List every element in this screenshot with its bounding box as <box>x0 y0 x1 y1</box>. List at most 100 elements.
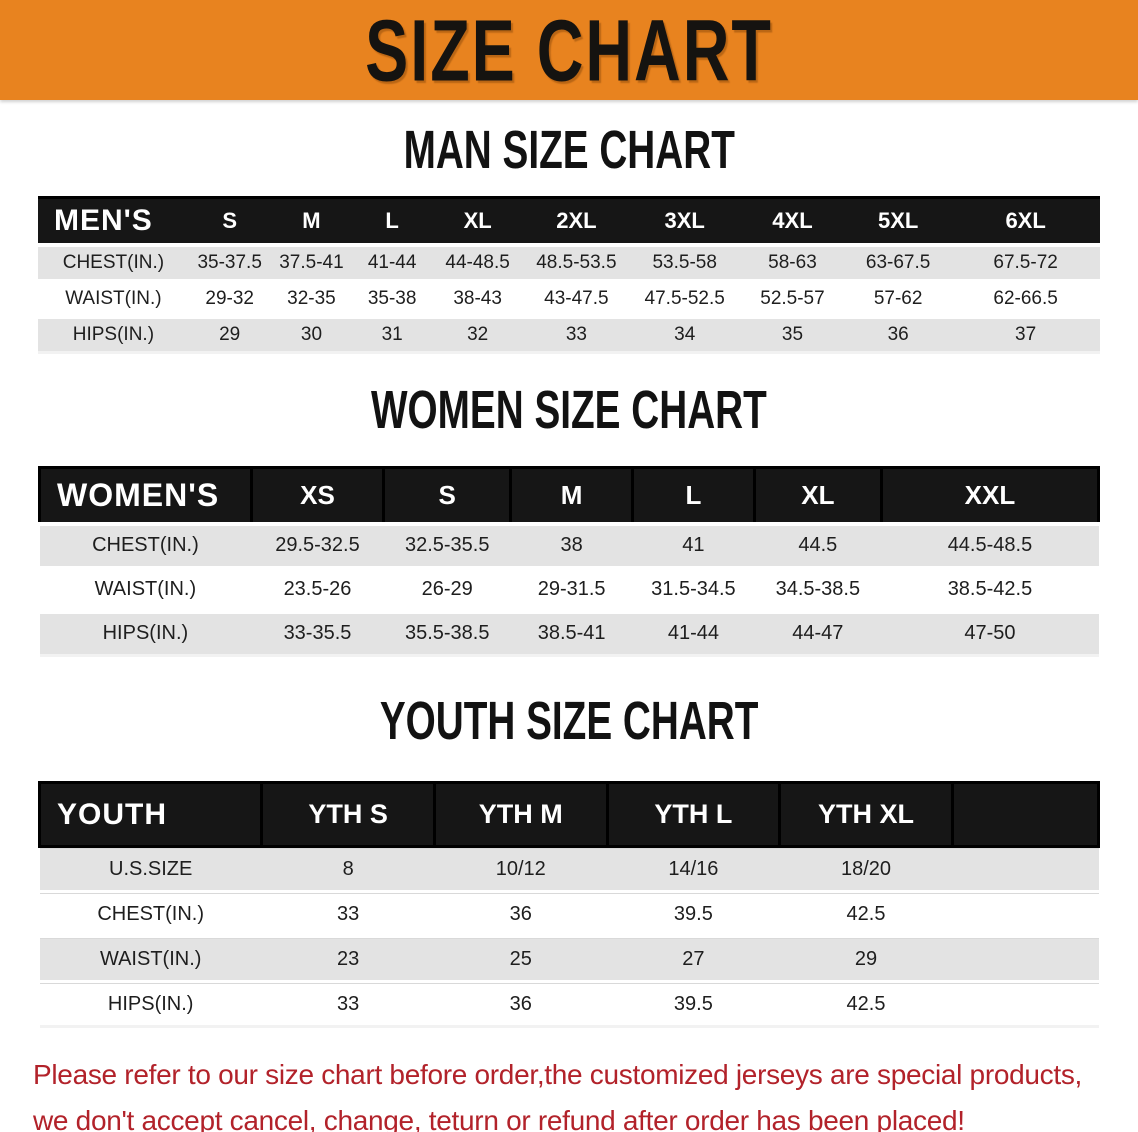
table-row: HIPS(IN.) 29 30 31 32 33 34 35 36 37 <box>38 314 1100 354</box>
size-value-cell: 42.5 <box>779 890 953 937</box>
size-value-cell: 36 <box>434 890 608 937</box>
table-row: WAIST(IN.) 23 25 27 29 <box>39 935 1099 982</box>
column-header-cell: M <box>509 466 635 525</box>
size-value-cell: 32.5-35.5 <box>383 521 511 568</box>
column-header-cell: 2XL <box>523 196 630 246</box>
column-header-cell: XXL <box>879 466 1101 525</box>
row-label-cell: WAIST(IN.) <box>38 278 189 317</box>
size-value-cell: 35-37.5 <box>188 242 271 281</box>
column-header-cell: XS <box>249 466 386 525</box>
column-header-cell: 4XL <box>739 196 846 246</box>
size-value-cell: 29-31.5 <box>510 565 633 612</box>
size-value-cell: 29 <box>188 314 271 354</box>
size-value-cell: 32 <box>431 314 524 354</box>
column-header-cell: M <box>270 196 353 246</box>
row-label-cell: WAIST(IN.) <box>39 935 262 982</box>
size-value-cell: 34 <box>629 314 740 354</box>
column-header-cell: 6XL <box>951 196 1100 246</box>
size-value-cell: 18/20 <box>779 845 953 892</box>
size-value-cell: 32-35 <box>270 278 353 317</box>
mens-table-body: CHEST(IN.) 35-37.5 37.5-41 41-44 44-48.5 48.5… <box>38 242 1100 354</box>
column-header-cell: L <box>352 196 432 246</box>
womens-table-body: CHEST(IN.) 29.5-32.5 32.5-35.5 38 41 44.5 44.5… <box>39 521 1099 657</box>
size-value-cell: 38.5-42.5 <box>881 565 1099 612</box>
size-value-cell: 33 <box>261 980 435 1028</box>
size-value-cell: 44.5-48.5 <box>881 521 1099 568</box>
table-row: HIPS(IN.) 33 36 39.5 42.5 <box>39 980 1099 1028</box>
size-value-cell: 43-47.5 <box>523 278 630 317</box>
size-value-cell: 26-29 <box>383 565 511 612</box>
size-value-cell: 37 <box>951 314 1100 354</box>
youth-table-header: YOUTH YTH S YTH M YTH L YTH XL <box>37 781 1101 848</box>
size-value-cell: 23 <box>261 935 435 982</box>
size-value-cell: 44.5 <box>754 521 882 568</box>
size-value-cell: 41-44 <box>632 609 755 657</box>
youth-size-table: YOUTH YTH S YTH M YTH L YTH XL U.S.SIZE 8 10/1… <box>37 781 1101 1028</box>
filler-cell <box>952 980 1099 1028</box>
row-label-cell: WAIST(IN.) <box>39 565 252 612</box>
size-value-cell: 23.5-26 <box>251 565 384 612</box>
size-value-cell: 10/12 <box>434 845 608 892</box>
row-label-cell: HIPS(IN.) <box>39 980 262 1028</box>
womens-size-table: WOMEN'S XS S M L XL XXL CHEST(IN.) 29.5-32.5 32.… <box>38 466 1101 657</box>
size-value-cell: 42.5 <box>779 980 953 1028</box>
table-row: CHEST(IN.) 35-37.5 37.5-41 41-44 44-48.5 48.5… <box>38 242 1100 281</box>
size-value-cell: 53.5-58 <box>629 242 740 281</box>
mens-table-header: MEN'S S M L XL 2XL 3XL 4XL 5XL 6XL <box>38 196 1100 246</box>
size-value-cell: 8 <box>261 845 435 892</box>
size-value-cell: 33-35.5 <box>251 609 384 657</box>
column-header-cell: YTH S <box>260 781 436 848</box>
table-row: WAIST(IN.) 23.5-26 26-29 29-31.5 31.5-34.5 34… <box>39 565 1099 612</box>
women-section-heading: WOMEN SIZE CHART <box>371 380 767 441</box>
header-row: WOMEN'S XS S M L XL XXL <box>38 466 1101 525</box>
man-section-heading: MAN SIZE CHART <box>403 120 735 181</box>
size-value-cell: 36 <box>845 314 952 354</box>
size-value-cell: 27 <box>607 935 780 982</box>
table-title-cell: WOMEN'S <box>38 466 253 525</box>
size-value-cell: 44-48.5 <box>431 242 524 281</box>
size-value-cell: 29-32 <box>188 278 271 317</box>
size-value-cell: 62-66.5 <box>951 278 1100 317</box>
row-label-cell: HIPS(IN.) <box>38 314 189 354</box>
row-label-cell: CHEST(IN.) <box>39 521 252 568</box>
size-value-cell: 31 <box>352 314 432 354</box>
column-header-cell: L <box>631 466 756 525</box>
table-title-cell: YOUTH <box>37 781 264 848</box>
column-header-cell: XL <box>752 466 883 525</box>
size-value-cell: 38 <box>510 521 633 568</box>
size-value-cell: 29.5-32.5 <box>251 521 384 568</box>
row-label-cell: CHEST(IN.) <box>38 242 189 281</box>
column-header-cell: YTH M <box>432 781 609 848</box>
size-chart-banner: SIZE CHART <box>0 0 1138 100</box>
size-value-cell: 35-38 <box>352 278 432 317</box>
mens-size-table: MEN'S S M L XL 2XL 3XL 4XL 5XL 6XL CHEST(IN.) 35-3… <box>38 196 1100 354</box>
size-value-cell: 67.5-72 <box>951 242 1100 281</box>
column-header-cell: 3XL <box>629 196 740 246</box>
size-value-cell: 33 <box>523 314 630 354</box>
youth-section-heading: YOUTH SIZE CHART <box>379 691 759 752</box>
filler-cell <box>952 845 1099 892</box>
size-value-cell: 47.5-52.5 <box>629 278 740 317</box>
womens-table-header: WOMEN'S XS S M L XL XXL <box>38 466 1101 525</box>
table-title-cell: MEN'S <box>38 196 189 246</box>
column-header-cell: YTH L <box>605 781 782 848</box>
column-header-cell: S <box>188 196 271 246</box>
size-value-cell: 63-67.5 <box>845 242 952 281</box>
table-row: U.S.SIZE 8 10/12 14/16 18/20 <box>39 845 1099 892</box>
column-header-cell: S <box>382 466 513 525</box>
size-value-cell: 29 <box>779 935 953 982</box>
disclaimer-text: Please refer to our size chart before or… <box>25 1052 1113 1132</box>
banner-title: SIZE CHART <box>365 1 773 99</box>
table-row: WAIST(IN.) 29-32 32-35 35-38 38-43 43-47.5 47.… <box>38 278 1100 317</box>
header-row: MEN'S S M L XL 2XL 3XL 4XL 5XL 6XL <box>38 196 1100 246</box>
column-header-cell: XL <box>431 196 524 246</box>
filler-cell <box>952 935 1099 982</box>
size-value-cell: 41 <box>632 521 755 568</box>
size-value-cell: 35.5-38.5 <box>383 609 511 657</box>
size-value-cell: 39.5 <box>607 890 780 937</box>
size-value-cell: 35 <box>739 314 846 354</box>
size-value-cell: 30 <box>270 314 353 354</box>
table-row: CHEST(IN.) 33 36 39.5 42.5 <box>39 890 1099 937</box>
column-header-cell: 5XL <box>845 196 952 246</box>
